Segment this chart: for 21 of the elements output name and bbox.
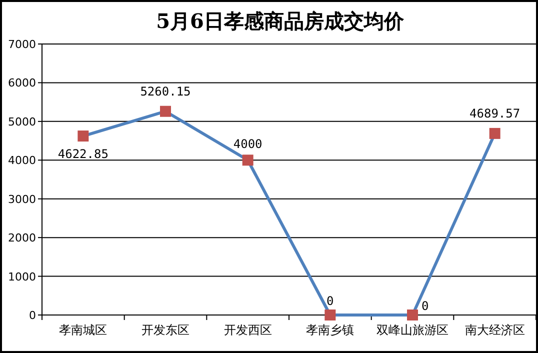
data-label: 5260.15 [140,84,191,98]
y-tick-label: 2000 [8,232,36,245]
y-tick-label: 3000 [8,192,36,206]
x-tick-label: 双峰山旅游区 [376,323,448,337]
data-label: 4689.57 [470,106,520,120]
y-tick-label: 7000 [8,38,36,51]
data-label: 0 [326,294,334,308]
y-tick-label: 6000 [8,76,36,90]
y-tick-label: 4000 [8,154,36,168]
chart-title: 5月6日孝感商品房成交均价 [156,9,405,33]
x-tick-label: 南大经济区 [464,323,525,337]
x-tick-label: 开发西区 [224,323,272,337]
y-tick-label: 1000 [8,270,36,284]
x-tick-label: 孝南城区 [59,323,108,337]
data-label: 0 [422,299,429,313]
x-tick-label: 孝南乡镇 [306,323,354,337]
y-tick-label: 5000 [8,115,36,128]
data-label: 4000 [233,137,262,152]
data-label: 4622.85 [58,147,108,162]
x-tick-label: 开发东区 [142,323,190,337]
y-tick-label: 0 [29,309,36,322]
